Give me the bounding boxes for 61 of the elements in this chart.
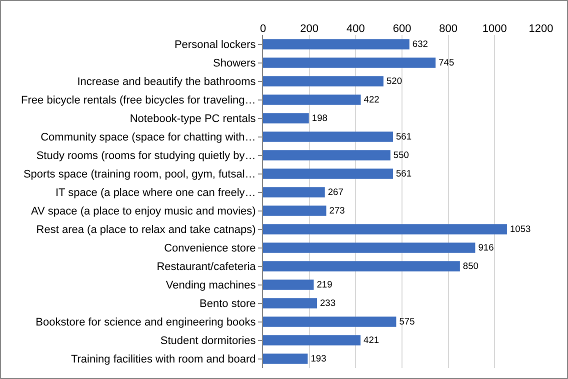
data-label: 575	[399, 316, 415, 326]
y-tick-label: Community space (space for chatting with…	[40, 132, 256, 144]
y-tick-label: AV space (a place to enjoy music and movies)	[31, 206, 256, 218]
bar	[263, 261, 460, 272]
bar	[263, 168, 393, 179]
bar	[263, 298, 317, 308]
y-tick-label: Showers	[213, 58, 256, 70]
data-label: 916	[478, 242, 494, 252]
bar	[263, 316, 396, 327]
data-label: 422	[364, 94, 380, 104]
bar	[263, 58, 436, 68]
x-tick-label: 400	[346, 22, 365, 35]
y-tick-label: Student dormitories	[160, 335, 256, 348]
y-tick-label: Study rooms (rooms for studying quietly by…	[36, 150, 256, 162]
data-label: 198	[312, 112, 328, 123]
bar	[263, 242, 476, 253]
bar	[263, 132, 393, 142]
data-label: 233	[320, 298, 336, 308]
y-tick-label: Bookstore for science and engineering books	[36, 316, 256, 329]
bar	[263, 354, 308, 364]
data-label: 745	[438, 57, 454, 68]
bar	[263, 150, 390, 160]
data-label: 561	[396, 131, 412, 142]
y-tick-label: Free bicycle rentals (free bicycles for traveling…	[21, 94, 256, 107]
data-label: 850	[462, 260, 478, 271]
data-label: 273	[329, 205, 345, 216]
y-tick-label: Convenience store	[164, 242, 256, 255]
y-tick-label: Increase and beautify the bathrooms	[77, 76, 256, 88]
bar	[263, 280, 314, 290]
y-tick-label: Notebook-type PC rentals	[130, 113, 256, 126]
x-tick-label: 1200	[528, 22, 554, 35]
y-tick-label: Restaurant/cafeteria	[156, 261, 257, 274]
y-tick-label: IT space (a place where one can freely…	[55, 187, 256, 200]
data-label: 193	[310, 353, 326, 364]
bar	[263, 187, 325, 198]
x-tick-label: 600	[392, 22, 412, 35]
x-tick-label: 0	[260, 22, 266, 35]
bar	[263, 335, 361, 346]
y-tick-label: Vending machines	[166, 280, 256, 292]
data-label: 219	[316, 279, 332, 290]
data-label: 421	[364, 334, 380, 345]
bar	[263, 206, 326, 216]
x-tick-label: 1000	[482, 22, 507, 35]
y-tick-label: Personal lockers	[174, 39, 256, 52]
bar	[263, 94, 361, 105]
data-label: 550	[393, 150, 409, 160]
x-tick-label: 800	[439, 22, 458, 35]
y-tick-label: Rest area (a place to relax and take catnaps)	[36, 224, 256, 236]
data-label: 561	[396, 168, 412, 178]
data-label: 267	[328, 186, 344, 197]
data-label: 520	[386, 76, 402, 86]
y-tick-label: Sports space (training room, pool, gym, futsal…	[23, 168, 256, 181]
bar	[263, 224, 507, 234]
bar	[263, 39, 410, 50]
x-tick-label: 200	[300, 22, 319, 35]
y-tick-label: Bento store	[200, 298, 256, 310]
data-label: 632	[412, 38, 428, 49]
bar	[263, 113, 309, 124]
data-label: 1053	[510, 224, 531, 234]
bar	[263, 76, 384, 86]
y-tick-label: Training facilities with room and board	[70, 354, 256, 366]
